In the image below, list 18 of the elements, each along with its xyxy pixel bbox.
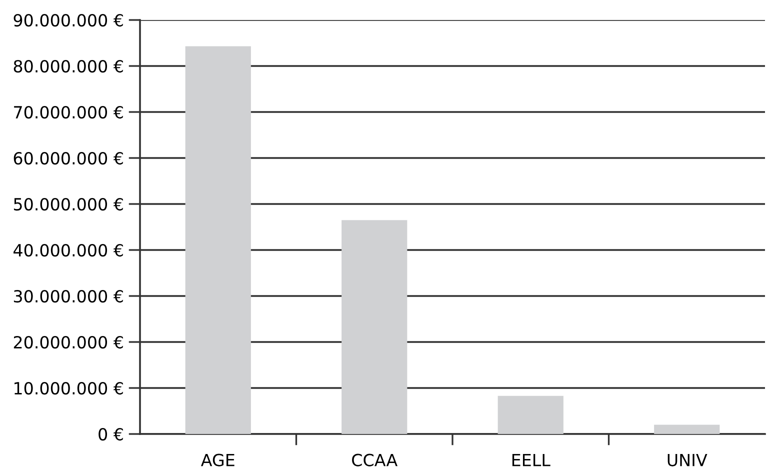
y-tick-label: 80.000.000 € xyxy=(14,60,123,73)
y-tick-label: 70.000.000 € xyxy=(14,106,123,119)
bar xyxy=(654,424,720,434)
x-tick-label: UNIV xyxy=(668,454,708,466)
x-tick-label: EELL xyxy=(512,454,550,466)
y-tick-label: 30.000.000 € xyxy=(14,290,123,303)
y-tick-label: 10.000.000 € xyxy=(14,382,123,395)
bar xyxy=(498,396,564,434)
x-tick-label: CCAA xyxy=(352,454,398,466)
y-tick-label: 0 € xyxy=(98,428,123,441)
y-tick-label: 40.000.000 € xyxy=(14,244,123,257)
bar xyxy=(342,220,408,434)
y-tick-label: 20.000.000 € xyxy=(14,336,123,349)
bar xyxy=(185,46,251,434)
y-tick-label: 90.000.000 € xyxy=(14,14,123,27)
y-tick-label: 50.000.000 € xyxy=(14,198,123,211)
x-tick-label: AGE xyxy=(200,454,234,466)
y-tick-label: 60.000.000 € xyxy=(14,152,123,165)
